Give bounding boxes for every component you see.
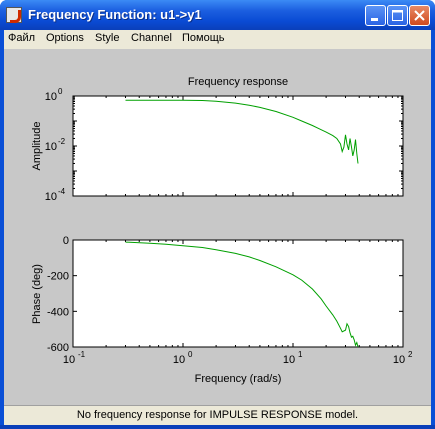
menu-file[interactable]: Файл — [8, 32, 36, 44]
client-area: Файл Options Style Channel Помощь Freque… — [4, 30, 431, 425]
x-tick-exponent: 1 — [298, 350, 303, 359]
menu-style[interactable]: Style — [95, 32, 120, 44]
amplitude-ylabel: Amplitude — [31, 122, 43, 171]
x-tick-label: 10 — [393, 354, 405, 366]
phase-ylabel: Phase (deg) — [31, 264, 43, 324]
amplitude-axes-box — [72, 95, 404, 197]
y-tick-label: 10 — [45, 191, 57, 203]
y-tick-label: 0 — [63, 235, 69, 247]
menu-bar: Файл Options Style Channel Помощь — [4, 30, 431, 49]
title-bar[interactable]: Frequency Function: u1->y1 — [0, 0, 435, 30]
status-message: No frequency response for IMPULSE RESPON… — [76, 409, 359, 421]
status-bar: No frequency response for IMPULSE RESPON… — [4, 405, 431, 425]
maximize-icon — [392, 10, 403, 21]
x-tick-label: 10 — [283, 354, 295, 366]
figure-canvas: Frequency response Amplitude 10 0 10 -2 10 -4… — [4, 49, 431, 405]
x-tick-label: 10 — [173, 354, 185, 366]
window-title: Frequency Function: u1->y1 — [28, 7, 202, 22]
maximize-button[interactable] — [387, 5, 408, 26]
amplitude-series-line — [125, 99, 359, 164]
minimize-icon — [371, 18, 378, 21]
y-tick-label: -600 — [47, 342, 69, 354]
x-tick-exponent: 0 — [188, 350, 193, 359]
menu-channel[interactable]: Channel — [131, 32, 172, 44]
y-tick-label: 10 — [45, 91, 57, 103]
y-tick-exponent: -4 — [58, 187, 66, 196]
y-tick-label: -400 — [47, 306, 69, 318]
minimize-button[interactable] — [365, 5, 386, 26]
menu-options[interactable]: Options — [46, 32, 84, 44]
x-tick-label: 10 — [63, 354, 75, 366]
matlab-app-icon[interactable] — [6, 7, 22, 23]
menu-help[interactable]: Помощь — [182, 32, 225, 44]
frequency-xlabel: Frequency (rad/s) — [195, 373, 282, 385]
phase-series-line — [125, 241, 359, 348]
window-frame-bottom — [0, 425, 435, 429]
y-tick-exponent: 0 — [58, 87, 63, 96]
y-tick-label: -200 — [47, 271, 69, 283]
phase-axes[interactable]: Phase (deg) Frequency (rad/s) 0 -200 -400 -… — [31, 235, 413, 385]
x-tick-exponent: -1 — [78, 350, 86, 359]
close-button[interactable] — [409, 5, 430, 26]
y-tick-label: 10 — [45, 141, 57, 153]
close-icon — [414, 10, 425, 21]
y-tick-exponent: -2 — [58, 137, 66, 146]
x-tick-exponent: 2 — [408, 350, 413, 359]
chart-title: Frequency response — [188, 76, 288, 88]
phase-axes-box — [72, 239, 404, 348]
